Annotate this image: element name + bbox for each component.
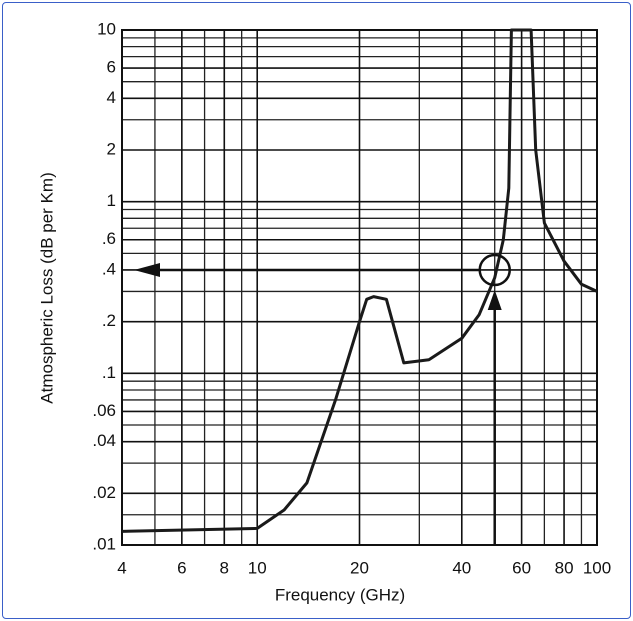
plot-frame <box>121 29 598 546</box>
marker-circle <box>478 253 511 287</box>
y-tick-label: .2 <box>102 311 116 330</box>
loss-curve <box>121 28 598 533</box>
y-tick-label: .02 <box>92 483 116 502</box>
y-tick-label: .1 <box>102 363 116 382</box>
y-tick-label: .06 <box>92 401 116 420</box>
y-axis-label: Atmospheric Loss (dB per Km) <box>37 172 56 403</box>
x-tick-label: 80 <box>555 558 574 577</box>
y-tick-label: 4 <box>107 88 116 107</box>
x-tick-label: 60 <box>512 558 531 577</box>
x-tick-label: 40 <box>452 558 471 577</box>
y-tick-label: 10 <box>97 19 116 38</box>
y-tick-label: 6 <box>107 58 116 77</box>
arrow-head <box>487 289 502 310</box>
x-tick-label: 100 <box>583 558 611 577</box>
y-tick-label: 2 <box>107 139 116 158</box>
x-tick-label: 8 <box>220 558 229 577</box>
arrow-head <box>134 262 160 277</box>
x-tick-label: 10 <box>248 558 267 577</box>
y-tick-label: .04 <box>92 431 116 450</box>
x-tick-label: 20 <box>350 558 369 577</box>
y-tick-label: .4 <box>102 259 116 278</box>
y-tick-label: 1 <box>107 191 116 210</box>
x-tick-label: 6 <box>177 558 186 577</box>
y-tick-label: .01 <box>92 534 116 553</box>
x-tick-label: 4 <box>117 558 126 577</box>
y-tick-label: .6 <box>102 229 116 248</box>
x-axis-label: Frequency (GHz) <box>275 585 405 604</box>
